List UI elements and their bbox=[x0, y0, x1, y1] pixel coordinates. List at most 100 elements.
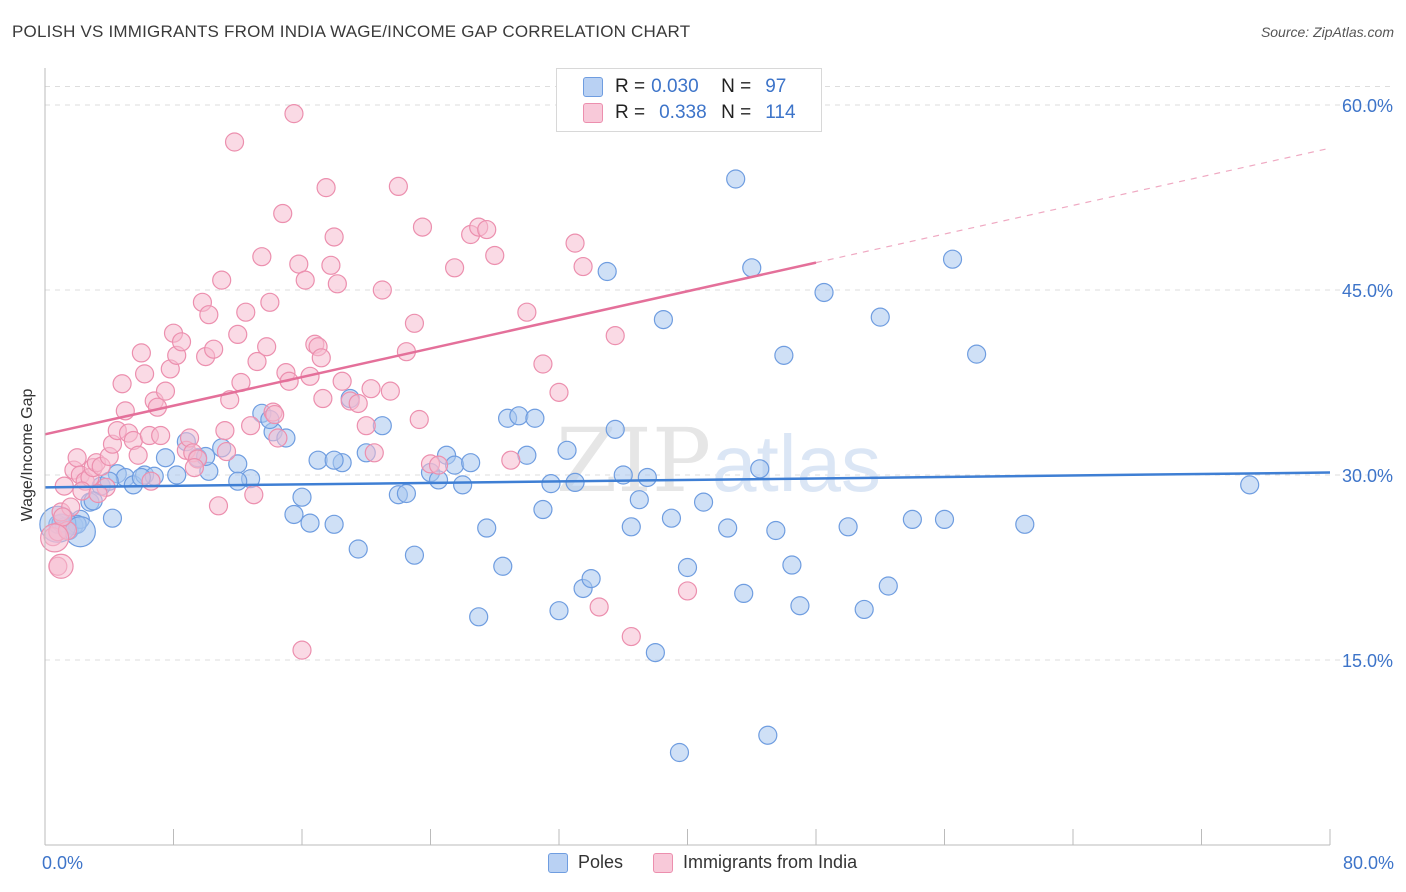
x-axis-max-label: 80.0% bbox=[1342, 853, 1394, 873]
india-point bbox=[321, 255, 341, 275]
india-point bbox=[621, 626, 641, 647]
poles-point bbox=[629, 490, 649, 510]
india-trend-line bbox=[44, 261, 817, 436]
india-point bbox=[199, 305, 219, 325]
india-point bbox=[313, 388, 333, 409]
india-point bbox=[388, 176, 408, 196]
poles-point bbox=[934, 509, 955, 530]
india-point bbox=[141, 471, 161, 491]
india-point bbox=[412, 217, 433, 237]
r-label: R = bbox=[615, 102, 646, 123]
india-point bbox=[244, 485, 264, 505]
y-tick-label: 60.0% bbox=[1342, 96, 1393, 116]
source-label: Source: ZipAtlas.com bbox=[1260, 24, 1394, 40]
poles-point bbox=[557, 440, 577, 460]
india-point bbox=[216, 441, 237, 462]
india-point bbox=[361, 379, 381, 399]
n-value: 97 bbox=[765, 76, 787, 97]
india-point bbox=[252, 247, 272, 267]
poles-point bbox=[605, 419, 625, 439]
poles-point bbox=[734, 583, 754, 604]
india-point bbox=[327, 274, 347, 294]
india-point bbox=[324, 227, 344, 247]
india-point bbox=[292, 640, 312, 660]
poles-point bbox=[525, 408, 545, 428]
r-value: 0.030 bbox=[651, 76, 699, 97]
poles-point bbox=[854, 599, 874, 620]
poles-point bbox=[324, 450, 344, 470]
poles-point bbox=[541, 474, 561, 494]
india-point bbox=[295, 270, 315, 290]
poles-point bbox=[1240, 475, 1260, 495]
poles-point bbox=[102, 508, 123, 528]
y-tick-label: 30.0% bbox=[1342, 466, 1393, 486]
india-point bbox=[485, 245, 505, 266]
india-point bbox=[565, 233, 585, 253]
poles-point bbox=[750, 459, 770, 479]
india-point bbox=[356, 416, 376, 436]
poles-point bbox=[870, 307, 890, 327]
chart-title: POLISH VS IMMIGRANTS FROM INDIA WAGE/INC… bbox=[12, 22, 691, 41]
axes bbox=[44, 68, 1331, 846]
india-point bbox=[428, 455, 449, 475]
india-point bbox=[380, 381, 400, 401]
india-point bbox=[257, 337, 277, 357]
india-point bbox=[224, 132, 245, 152]
poles-point bbox=[814, 282, 834, 303]
poles-point bbox=[597, 261, 617, 282]
india-point bbox=[265, 404, 285, 425]
poles-point bbox=[155, 448, 176, 468]
poles-point bbox=[493, 556, 513, 576]
legend-item-india[interactable]: Immigrants from India bbox=[653, 852, 857, 873]
n-label: N = bbox=[721, 102, 752, 123]
india-point bbox=[134, 364, 155, 384]
india-point bbox=[409, 409, 429, 430]
india-point bbox=[589, 597, 609, 617]
poles-point bbox=[774, 345, 794, 365]
india-point bbox=[268, 428, 288, 448]
poles-point bbox=[758, 725, 778, 745]
poles-point bbox=[517, 445, 537, 465]
india-point bbox=[171, 332, 192, 352]
poles-point bbox=[292, 487, 312, 507]
y-tick-label: 15.0% bbox=[1342, 651, 1393, 671]
stats-row-poles: R = 0.030 N = 97 bbox=[583, 74, 786, 100]
india-point bbox=[501, 450, 521, 470]
poles-point bbox=[902, 509, 922, 530]
india-point bbox=[477, 219, 497, 240]
poles-point bbox=[967, 344, 987, 364]
poles-point bbox=[718, 518, 738, 538]
grid-lines bbox=[45, 86, 1394, 661]
india-point bbox=[236, 302, 256, 322]
india-point bbox=[677, 581, 698, 601]
poles-point bbox=[726, 169, 746, 189]
poles-point bbox=[878, 576, 898, 596]
r-value: 0.338 bbox=[659, 102, 707, 123]
poles-point bbox=[469, 607, 489, 627]
india-point bbox=[131, 343, 151, 363]
india-point bbox=[151, 425, 171, 446]
n-value: 114 bbox=[765, 102, 796, 123]
india-point bbox=[228, 324, 248, 344]
india-point bbox=[208, 496, 229, 516]
poles-point bbox=[677, 557, 698, 578]
india-point bbox=[289, 254, 309, 274]
poles-point bbox=[581, 568, 601, 589]
poles-point bbox=[645, 642, 665, 663]
poles-point bbox=[942, 249, 963, 269]
y-tick-labels: 15.0% 30.0% 45.0% 60.0% bbox=[1342, 96, 1393, 671]
india-point bbox=[273, 203, 293, 224]
stats-legend: R = 0.030 N = 97 R = 0.338 N = 114 bbox=[556, 68, 822, 132]
r-label: R = bbox=[615, 76, 646, 97]
poles-point bbox=[533, 499, 553, 520]
poles-point bbox=[1015, 514, 1035, 534]
india-legend-label: Immigrants from India bbox=[683, 852, 858, 872]
india-point bbox=[284, 104, 304, 124]
india-point bbox=[247, 351, 267, 372]
poles-point bbox=[742, 258, 762, 278]
legend-item-poles[interactable]: Poles bbox=[548, 852, 623, 873]
poles-point bbox=[790, 596, 810, 616]
india-point bbox=[332, 371, 352, 391]
poles-legend-label: Poles bbox=[578, 852, 624, 872]
